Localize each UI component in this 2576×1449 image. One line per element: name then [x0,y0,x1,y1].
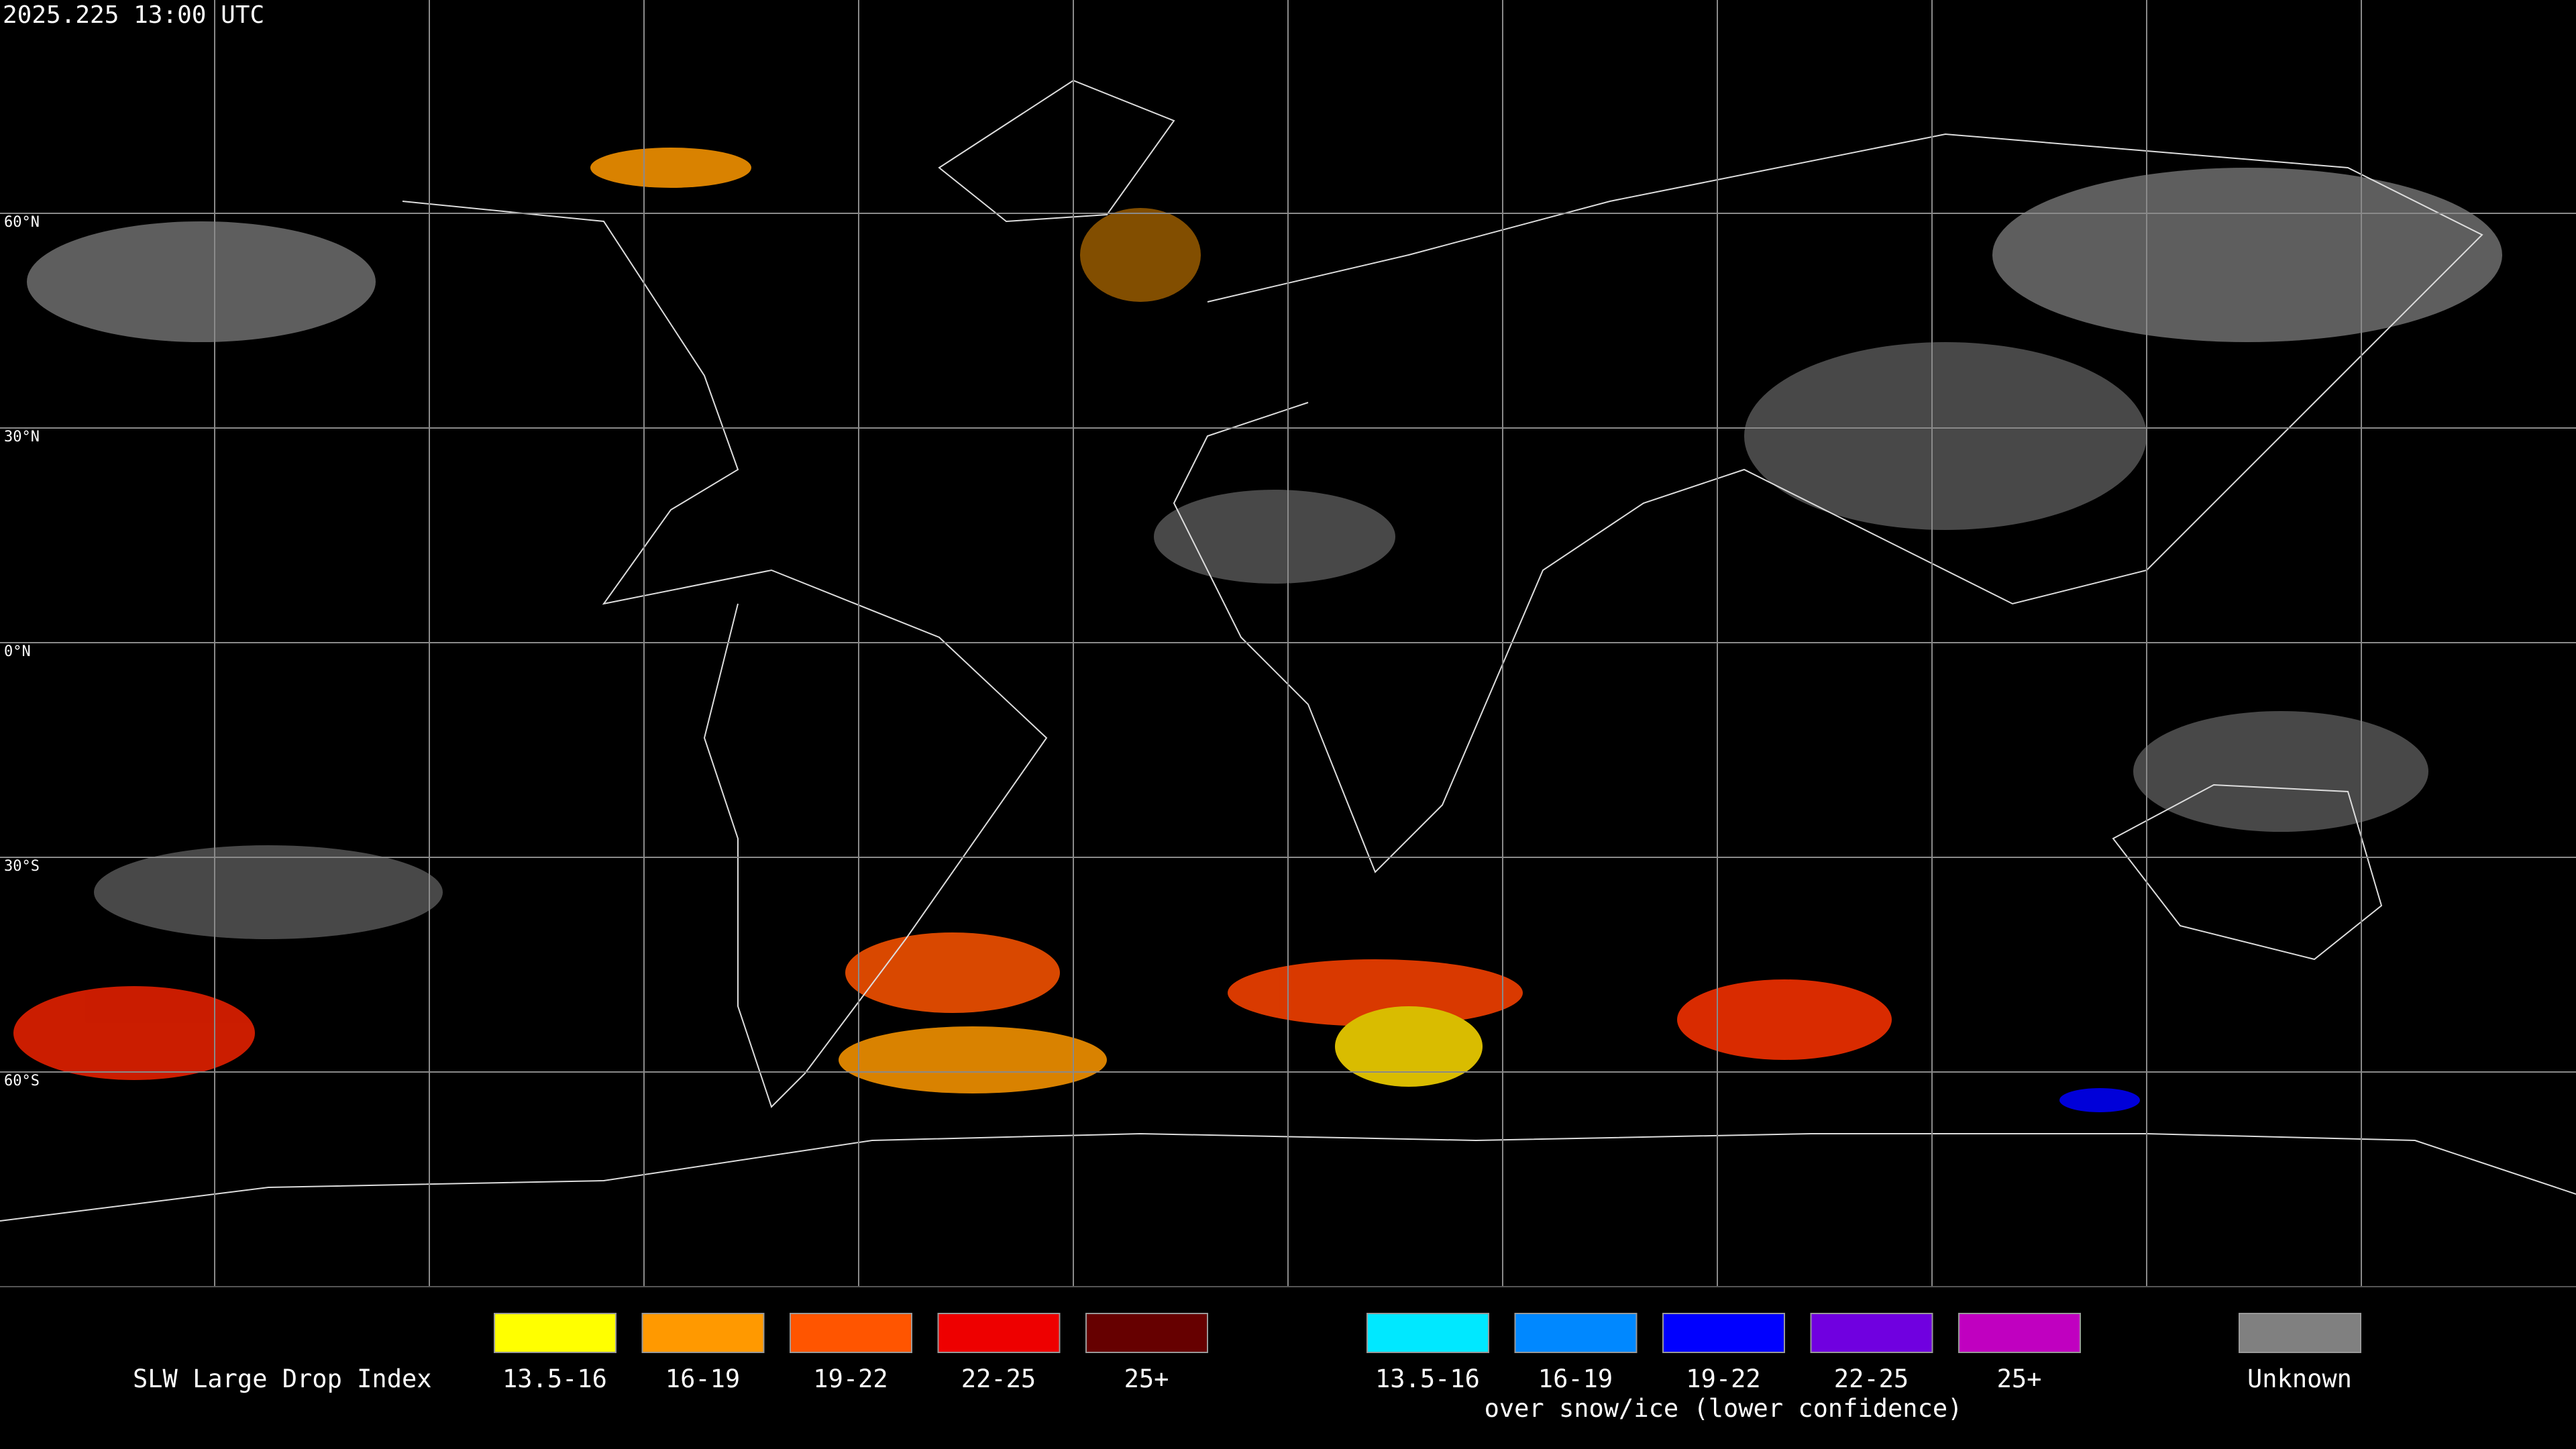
cloud [13,986,255,1080]
legend-label: Unknown [2247,1364,2352,1393]
graticule [0,0,2576,1287]
legend-label: 25+ [1997,1364,2042,1393]
legend-label: 19-22 [813,1364,888,1393]
legend-swatch [937,1313,1061,1353]
legend-label: 25+ [1124,1364,1169,1393]
legend-label: 13.5-16 [502,1364,607,1393]
cloud [845,932,1060,1013]
legend-label: 13.5-16 [1375,1364,1480,1393]
legend-label: 16-19 [665,1364,740,1393]
legend-label: 19-22 [1686,1364,1760,1393]
cloud [1154,490,1395,584]
coastline [0,1132,2576,1222]
cloud [1677,979,1892,1060]
cloud [590,148,751,188]
coastline [402,201,1048,1108]
cloud [1744,342,2147,530]
coastline [1173,133,2483,873]
legend-label: 22-25 [961,1364,1036,1393]
cloud-field [13,148,2502,1112]
legend-swatch [494,1313,616,1353]
cloud [2059,1088,2140,1112]
latitude-label: 30°S [4,858,40,875]
legend-swatch [1085,1313,1208,1353]
legend-note: over snow/ice (lower confidence) [1485,1394,1963,1423]
legend-swatch [2239,1313,2361,1353]
coastline [2112,784,2383,961]
coastline [938,79,1175,223]
cloud [1080,208,1201,302]
labels: 60°N 30°N 0°N 30°S 60°S [4,214,40,1089]
legend-label: 16-19 [1538,1364,1613,1393]
latitude-label: 60°S [4,1073,40,1089]
legend-swatch [1958,1313,2081,1353]
cloud [1992,168,2502,342]
legend-swatch [790,1313,912,1353]
legend-swatch [641,1313,765,1353]
legend-title: SLW Large Drop Index [133,1364,432,1393]
legend-swatch [1514,1313,1638,1353]
cloud [27,221,376,342]
legend-swatch [1366,1313,1489,1353]
cloud [2133,711,2428,832]
latitude-label: 0°N [4,643,31,660]
legend-label: 22-25 [1834,1364,1909,1393]
legend-swatch [1662,1313,1785,1353]
coastlines [0,79,2576,1222]
legend-swatch [1810,1313,1933,1353]
cloud [839,1026,1107,1093]
timestamp: 2025.225 13:00 UTC [3,1,264,29]
cloud [94,845,443,939]
legend: 13.5-16 16-19 19-22 22-25 25+ 13.5-16 16-19 19-… [494,1313,2361,1423]
cloud [1228,959,1523,1026]
latitude-label: 60°N [4,214,40,231]
cloud [1335,1006,1483,1087]
latitude-label: 30°N [4,429,40,445]
